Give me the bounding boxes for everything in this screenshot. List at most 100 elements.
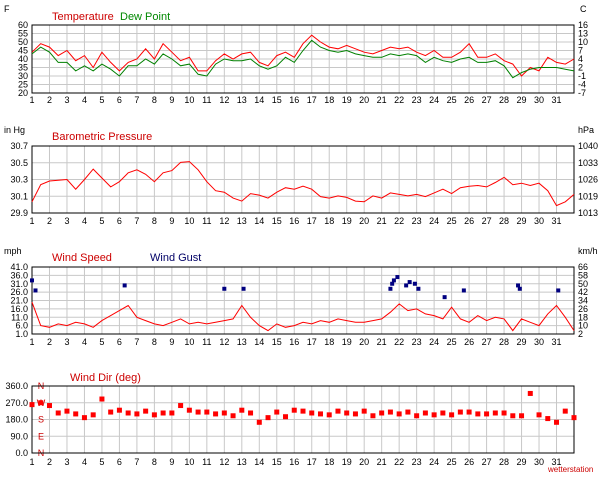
x-tick: 20 xyxy=(359,337,369,347)
x-tick: 1 xyxy=(29,457,34,467)
x-tick: 22 xyxy=(394,457,404,467)
y-tick-left: 50 xyxy=(18,37,28,47)
y-tick-right: 2 xyxy=(578,63,583,73)
data-point xyxy=(81,415,87,421)
x-tick: 31 xyxy=(552,457,562,467)
x-tick: 29 xyxy=(517,216,527,226)
x-tick: 23 xyxy=(412,337,422,347)
x-tick: 2 xyxy=(47,457,52,467)
y-tick-left: 11.0 xyxy=(11,312,28,322)
x-tick: 26 xyxy=(464,216,474,226)
x-tick: 24 xyxy=(429,95,439,105)
x-tick: 12 xyxy=(219,95,229,105)
x-tick: 26 xyxy=(464,95,474,105)
data-point xyxy=(404,283,409,288)
x-tick: 6 xyxy=(117,457,122,467)
data-point xyxy=(492,410,498,416)
data-point xyxy=(405,409,411,415)
data-point xyxy=(33,288,38,293)
x-tick: 20 xyxy=(359,95,369,105)
series-line xyxy=(31,39,575,79)
x-tick: 21 xyxy=(377,216,387,226)
data-point xyxy=(387,409,393,415)
wind-dir-title: Wind Dir (deg) xyxy=(70,372,141,384)
data-point xyxy=(160,410,166,416)
data-point xyxy=(248,410,254,416)
x-tick: 3 xyxy=(64,457,69,467)
x-tick: 6 xyxy=(117,95,122,105)
x-tick: 22 xyxy=(394,95,404,105)
y-tick-left: 55 xyxy=(18,29,28,39)
y-tick-left: 25 xyxy=(18,80,28,90)
x-tick: 23 xyxy=(412,95,422,105)
x-tick: 15 xyxy=(272,216,282,226)
y-tick-right: 66 xyxy=(578,262,588,272)
x-tick: 12 xyxy=(219,337,229,347)
series-line xyxy=(31,34,575,77)
x-tick: 5 xyxy=(99,95,104,105)
x-tick: 13 xyxy=(237,95,247,105)
data-point xyxy=(151,412,157,418)
data-point xyxy=(414,413,420,419)
x-tick: 17 xyxy=(307,216,317,226)
x-tick: 16 xyxy=(289,216,299,226)
data-point xyxy=(545,416,551,422)
data-point xyxy=(283,414,289,420)
x-tick: 2 xyxy=(47,216,52,226)
y-tick-left: 270.0 xyxy=(5,398,28,408)
data-point xyxy=(484,411,490,417)
data-point xyxy=(335,408,341,414)
data-point xyxy=(517,286,522,291)
x-tick: 22 xyxy=(394,216,404,226)
x-tick: 3 xyxy=(64,337,69,347)
wind-gust-title: Wind Gust xyxy=(150,252,201,264)
x-tick: 2 xyxy=(47,95,52,105)
x-tick: 1 xyxy=(29,337,34,347)
x-tick: 24 xyxy=(429,337,439,347)
x-tick: 6 xyxy=(117,216,122,226)
y-tick-left: 20 xyxy=(18,88,28,98)
x-tick: 3 xyxy=(64,95,69,105)
x-tick: 21 xyxy=(377,457,387,467)
x-tick: 28 xyxy=(499,216,509,226)
data-point xyxy=(38,400,44,406)
data-point xyxy=(457,409,463,415)
y-tick-right: 2 xyxy=(578,329,583,339)
y-tick-left: 30.1 xyxy=(10,191,28,201)
x-tick: 7 xyxy=(134,216,139,226)
dew-point-title: Dew Point xyxy=(120,11,170,23)
x-tick: 15 xyxy=(272,337,282,347)
data-point xyxy=(388,286,393,291)
x-tick: 1 xyxy=(29,95,34,105)
data-point xyxy=(274,409,280,415)
y-tick-left: 90.0 xyxy=(10,431,28,441)
data-point xyxy=(256,419,262,425)
x-tick: 21 xyxy=(377,95,387,105)
y-tick-right: 42 xyxy=(578,287,588,297)
x-tick: 10 xyxy=(184,337,194,347)
x-tick: 24 xyxy=(429,457,439,467)
data-point xyxy=(556,288,561,293)
y-tick-right: -7 xyxy=(578,88,586,98)
x-tick: 18 xyxy=(324,457,334,467)
x-tick: 4 xyxy=(82,216,87,226)
x-tick: 23 xyxy=(412,216,422,226)
x-tick: 15 xyxy=(272,457,282,467)
x-tick: 13 xyxy=(237,216,247,226)
data-point xyxy=(412,281,417,286)
x-tick: 24 xyxy=(429,216,439,226)
data-point xyxy=(317,411,323,417)
y-tick-left: 180.0 xyxy=(5,415,28,425)
x-tick: 10 xyxy=(184,95,194,105)
data-point xyxy=(461,288,466,293)
data-point xyxy=(178,403,184,409)
data-point xyxy=(265,415,271,421)
data-point xyxy=(204,409,210,415)
wind-unit-left: mph xyxy=(4,246,22,256)
data-point xyxy=(108,409,114,415)
data-point xyxy=(326,412,332,418)
y-tick-left: 30.5 xyxy=(10,158,28,168)
y-tick-left: 36.0 xyxy=(10,270,28,280)
data-point xyxy=(116,407,122,413)
x-tick: 8 xyxy=(152,337,157,347)
